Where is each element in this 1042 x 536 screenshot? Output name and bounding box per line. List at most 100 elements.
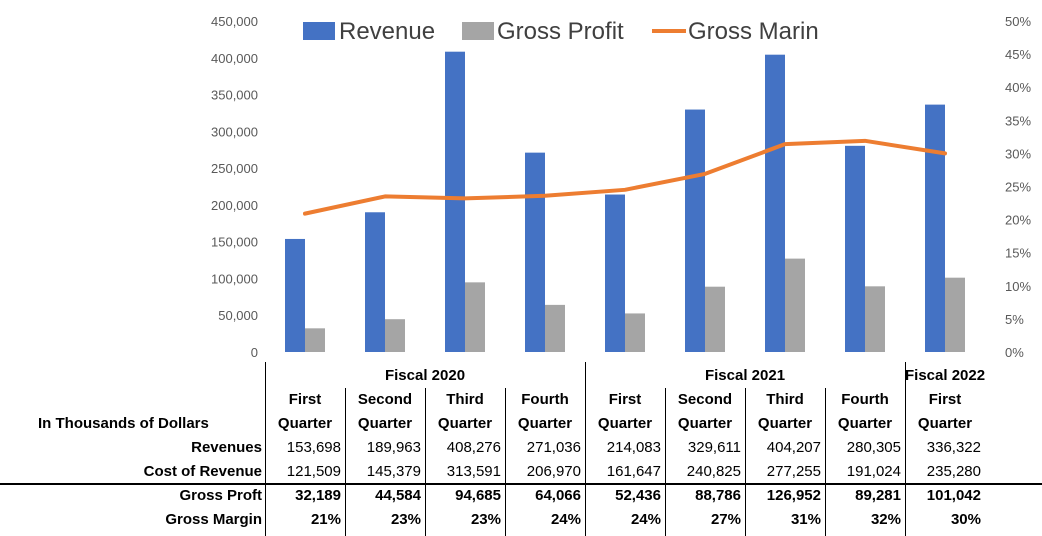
line-series [303,138,947,216]
bar-gross-profit [625,313,645,352]
y-tick-label: 250,000 [211,161,258,176]
line-point-gross-margin [384,195,386,197]
table-cell: 31% [790,511,821,528]
table-cell: 280,305 [846,439,901,456]
y-tick-label: 350,000 [211,88,258,103]
bar-gross-profit [465,282,485,352]
table-cell: 44,584 [375,487,421,504]
legend-swatch-revenue [303,22,335,40]
bar-revenue [525,152,545,352]
table-cell: 94,685 [455,487,501,504]
y2-tick-label: 15% [1005,246,1031,261]
table-cell: 126,952 [766,487,821,504]
row-header-title: In Thousands of Dollars [38,415,209,432]
table-cell: 121,509 [286,463,341,480]
table-cell: 329,611 [687,439,741,456]
line-point-gross-margin [944,152,946,154]
bar-revenue [765,54,785,353]
table-cell: 52,436 [615,487,661,504]
row-label: Gross Margin [165,511,262,528]
table-border [665,388,666,536]
quarter-header: Quarter [277,415,333,432]
y2-tick-label: 20% [1005,213,1031,228]
table-border [345,388,346,536]
bar-revenue [445,51,465,353]
left-y-axis: 0 50,000 100,000 150,000 200,000 250,000 300,0… [211,14,258,360]
bar-gross-profit [545,304,565,352]
quarter-header: Fourth [841,391,889,408]
y-tick-label: 400,000 [211,51,258,66]
row-label: Revenues [191,439,262,456]
table-cell: 235,280 [926,463,981,480]
y-tick-label: 300,000 [211,124,258,139]
y2-tick-label: 40% [1005,80,1031,95]
table-border [745,388,746,536]
table-cell: 214,083 [606,439,661,456]
y-tick-label: 200,000 [211,198,258,213]
quarter-header: Quarter [757,415,813,432]
bar-gross-profit [945,277,965,352]
quarter-header: Quarter [437,415,493,432]
y2-tick-label: 25% [1005,180,1031,195]
table-cell: 88,786 [695,487,741,504]
table-cell: 89,281 [855,487,901,504]
table-cell: 191,024 [846,463,901,480]
table-cell: 145,379 [366,463,421,480]
quarter-header: Quarter [837,415,893,432]
line-point-gross-margin [784,143,786,145]
y2-tick-label: 50% [1005,14,1031,29]
quarter-header: Quarter [357,415,413,432]
table-border [825,388,826,536]
y-tick-label: 450,000 [211,14,258,29]
table-cell: 27% [710,511,741,528]
y2-tick-label: 10% [1005,279,1031,294]
table-cell: 277,255 [766,463,821,480]
legend-swatch-gross-profit [462,22,494,40]
bar-revenue [605,194,625,352]
table-cell: 336,322 [926,439,981,456]
bar-gross-profit [785,258,805,352]
table-cell: 23% [390,511,421,528]
line-point-gross-margin [704,173,706,175]
table-cell: 64,066 [535,487,581,504]
legend-label-gross-margin: Gross Marin [688,18,819,45]
quarter-header: Second [677,391,733,408]
fiscal-group-header: Fiscal 2022 [905,367,986,384]
table-cell: 23% [470,511,501,528]
quarter-header: Third [446,391,484,408]
quarter-header: Quarter [517,415,573,432]
fiscal-group-header: Fiscal 2021 [704,367,786,384]
quarter-header: First [288,391,322,408]
y2-tick-label: 30% [1005,146,1031,161]
table-border [905,362,906,536]
table-cell: 101,042 [926,487,981,504]
table-cell: 32,189 [295,487,341,504]
legend-label-gross-profit: Gross Profit [497,18,624,45]
bar-gross-profit [305,328,325,352]
quarter-header: First [608,391,642,408]
table-border [265,362,266,536]
bar-gross-profit [705,286,725,352]
fiscal-group-header: Fiscal 2020 [384,367,466,384]
table-cell: 32% [870,511,901,528]
bar-gross-profit [385,319,405,352]
y-tick-label: 50,000 [218,308,258,323]
line-point-gross-margin [304,213,306,215]
quarter-header: Second [357,391,413,408]
quarter-header: Third [766,391,804,408]
table-cell: 189,963 [366,439,421,456]
y2-tick-label: 45% [1005,47,1031,62]
line-point-gross-margin [464,197,466,199]
row-label: Cost of Revenue [143,463,262,480]
table-cell: 408,276 [446,439,501,456]
combo-chart: 0 50,000 100,000 150,000 200,000 250,000 300,0… [211,14,1031,360]
y-tick-label: 0 [251,345,258,360]
quarter-header: Quarter [677,415,733,432]
table-border [585,362,586,536]
table-border [425,388,426,536]
table-cell: 161,647 [606,463,661,480]
financial-data-table: Fiscal 2020 Fiscal 2021 Fiscal 2022 First Qu… [0,362,1042,536]
legend-label-revenue: Revenue [339,18,435,45]
table-cell: 153,698 [286,439,341,456]
table-cell: 24% [630,511,661,528]
